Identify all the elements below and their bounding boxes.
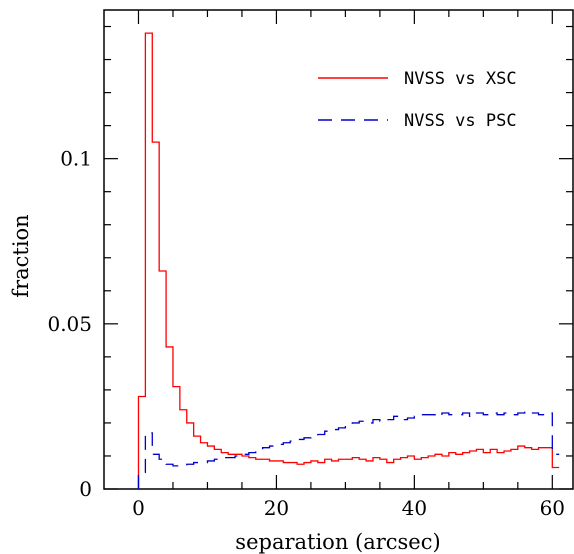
ticks	[104, 10, 573, 490]
legend-label-xsc: NVSS vs XSC	[404, 69, 517, 89]
legend: NVSS vs XSC NVSS vs PSC	[318, 69, 517, 131]
x-tick-label: 0	[132, 496, 145, 520]
x-tick-label: 40	[402, 496, 427, 520]
series-psc-line	[137, 410, 560, 489]
series-layer	[137, 32, 560, 489]
x-tick-label: 60	[540, 496, 565, 520]
x-axis-label: separation (arcsec)	[235, 530, 440, 554]
x-tick-label: 20	[264, 496, 289, 520]
plot-frame	[103, 9, 574, 490]
tick-labels: 0 20 40 60 0 0.05 0.1	[47, 147, 565, 520]
y-tick-label: 0.05	[47, 312, 92, 336]
y-tick-label: 0.1	[60, 147, 92, 171]
series-xsc-line	[137, 32, 560, 489]
y-tick-label: 0	[79, 477, 92, 501]
legend-label-psc: NVSS vs PSC	[404, 111, 517, 131]
y-axis-label: fraction	[9, 214, 33, 297]
